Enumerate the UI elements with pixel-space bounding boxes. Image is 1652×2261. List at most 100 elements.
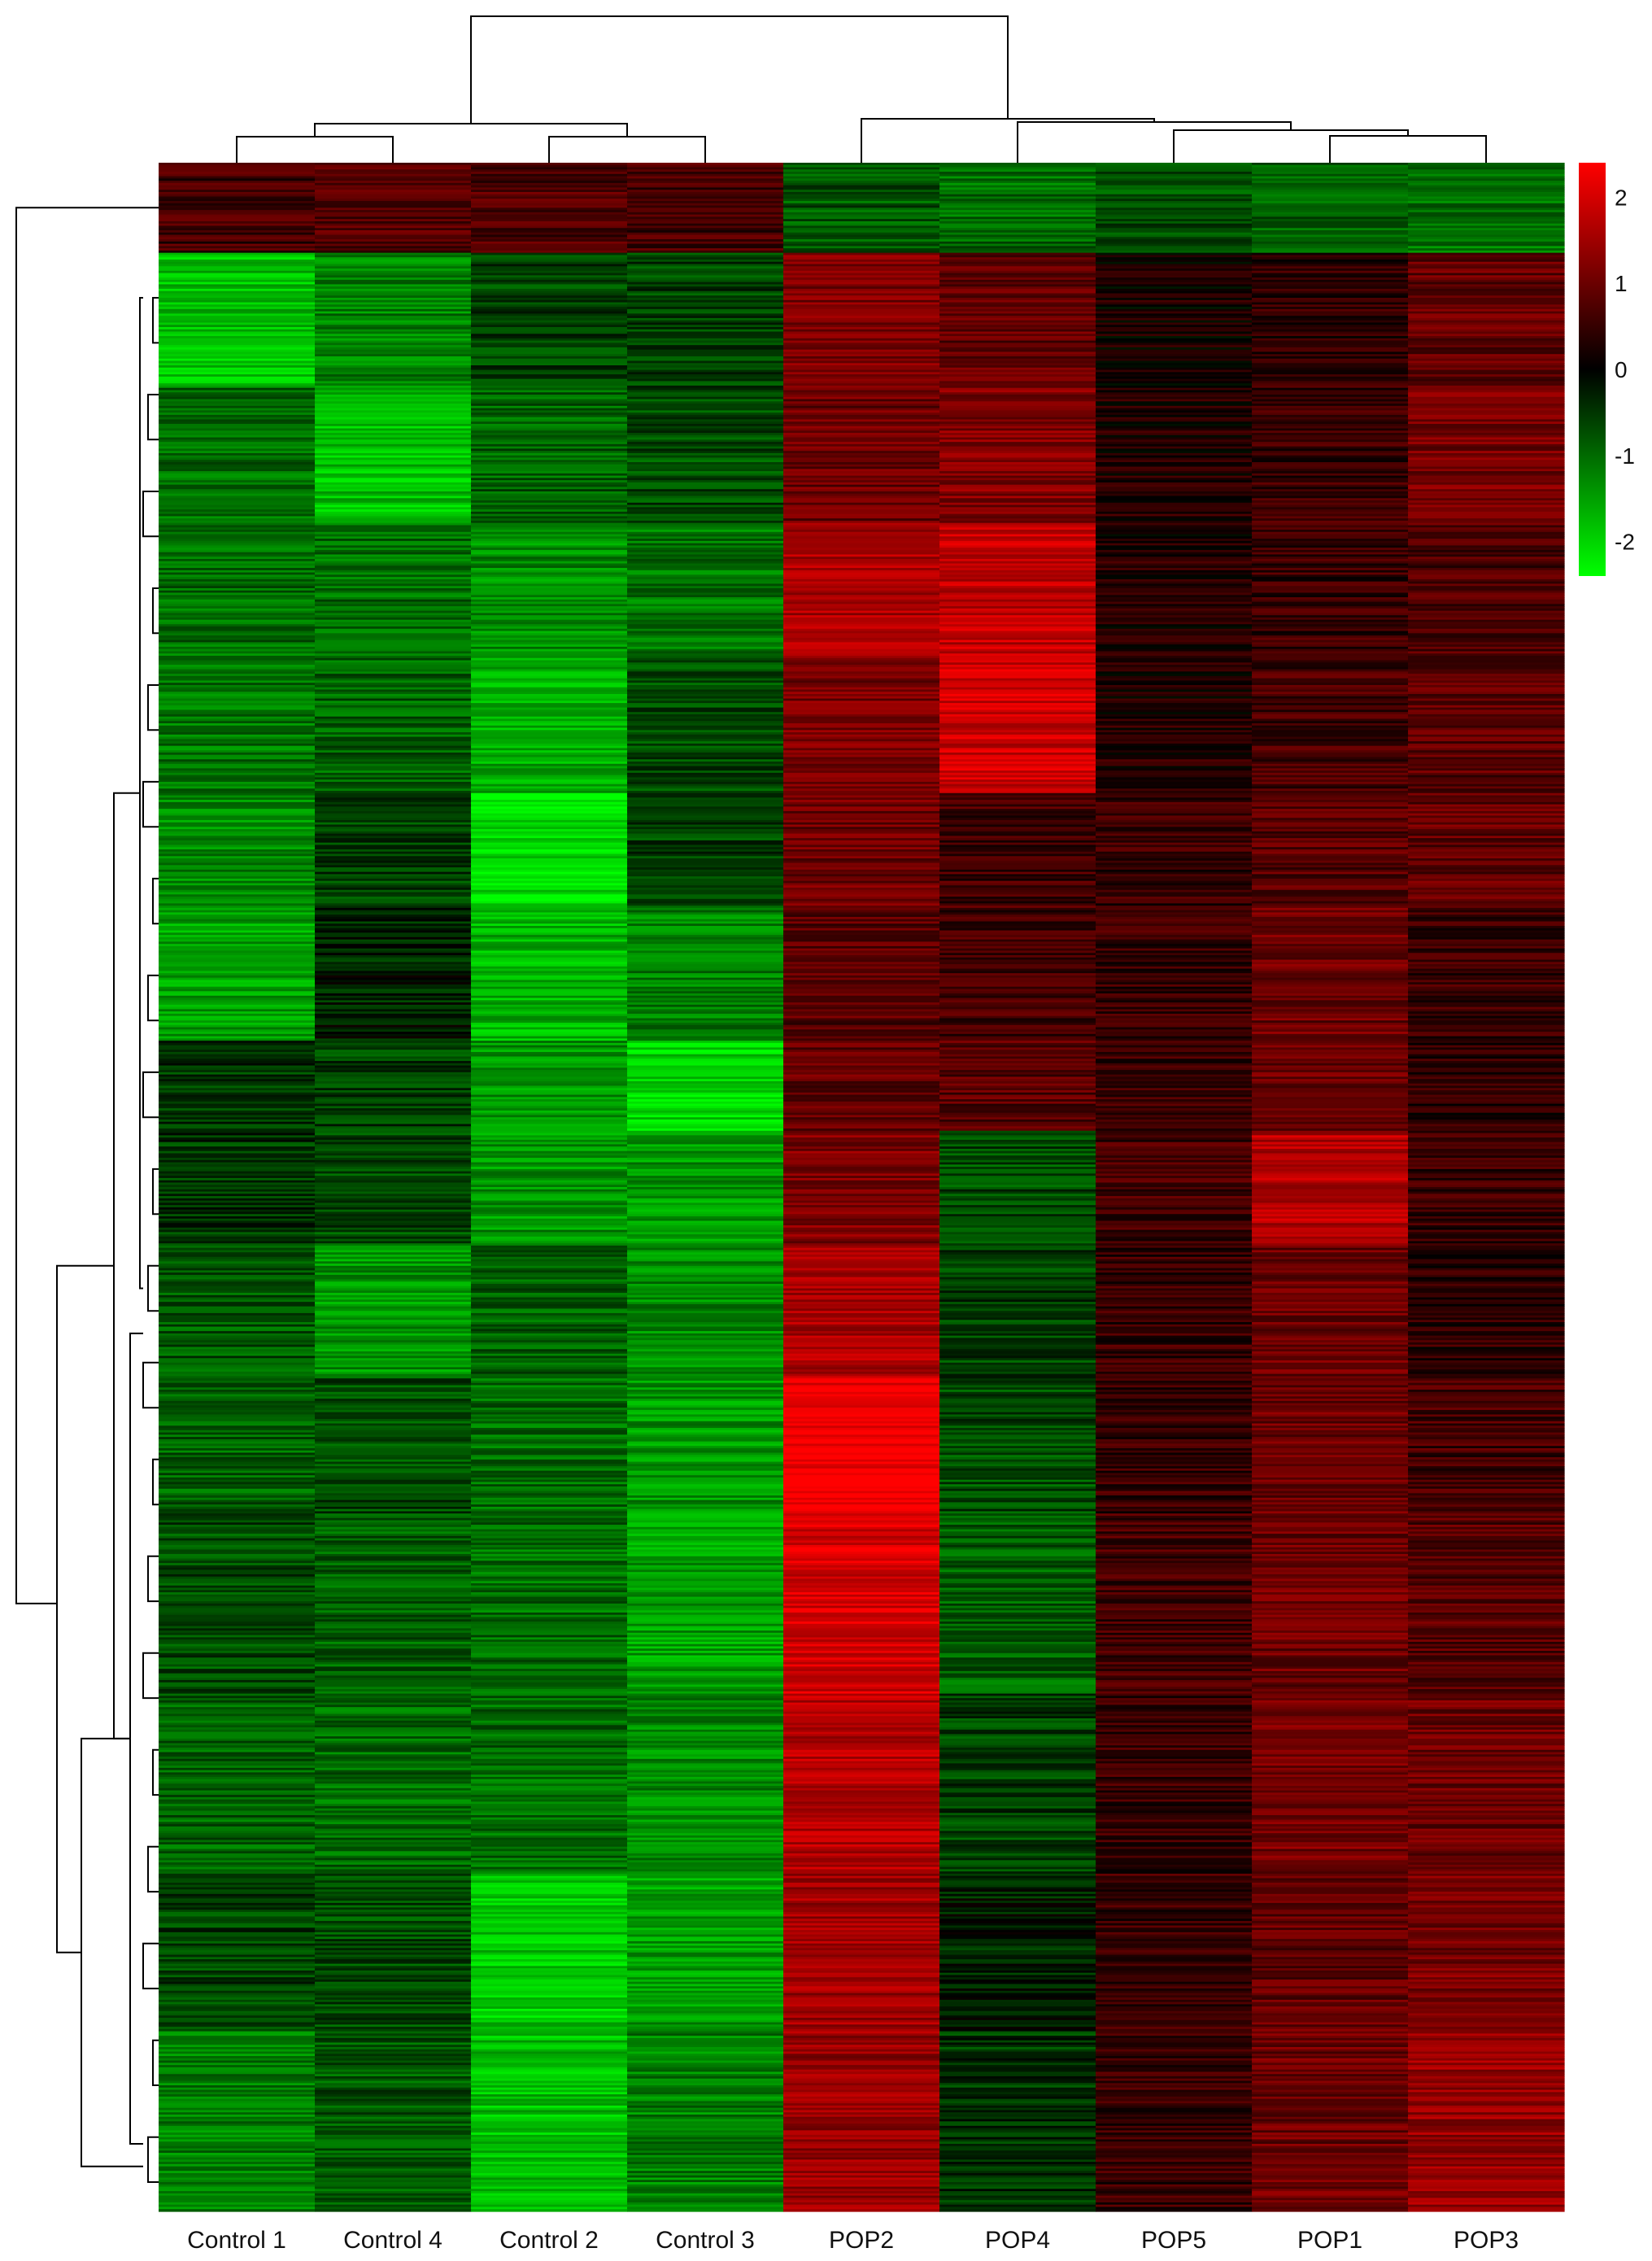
heatmap-cell <box>627 809 784 812</box>
heatmap-cell <box>1408 1340 1565 1343</box>
heatmap-cell <box>783 448 940 452</box>
heatmap-cell <box>939 1085 1096 1089</box>
heatmap-cell <box>939 473 1096 477</box>
heatmap-cell <box>471 1194 628 1197</box>
heatmap-cell <box>1096 1322 1253 1325</box>
heatmap-cell <box>627 678 784 682</box>
heatmap-cell <box>159 1409 316 1413</box>
heatmap-cell <box>471 869 628 873</box>
heatmap-cell <box>1408 847 1565 850</box>
heatmap-cell <box>783 763 940 767</box>
heatmap-cell <box>939 1369 1096 1373</box>
heatmap-cell <box>471 788 628 792</box>
heatmap-cell <box>939 750 1096 753</box>
heatmap-cell <box>315 1176 472 1179</box>
heatmap-cell <box>627 475 784 478</box>
heatmap-cell <box>783 1255 940 1258</box>
heatmap-cell <box>783 410 940 413</box>
heatmap-cell <box>939 921 1096 924</box>
heatmap-cell <box>159 1045 316 1049</box>
heatmap-cell <box>783 801 940 805</box>
heatmap-cell <box>1408 903 1565 906</box>
heatmap-cell <box>627 770 784 774</box>
heatmap-cell <box>315 957 472 961</box>
heatmap-cell <box>315 1245 472 1249</box>
heatmap-cell <box>783 452 940 456</box>
heatmap-cell <box>315 1103 472 1106</box>
heatmap-cell <box>159 1241 316 1244</box>
heatmap-cell <box>1252 343 1409 346</box>
heatmap-cell <box>939 187 1096 190</box>
heatmap-cell <box>939 653 1096 657</box>
heatmap-cell <box>1252 1264 1409 1267</box>
heatmap-cell <box>159 298 316 301</box>
heatmap-cell <box>1252 984 1409 988</box>
heatmap-cell <box>939 1076 1096 1080</box>
heatmap-cell <box>471 916 628 920</box>
heatmap-cell <box>627 725 784 729</box>
heatmap-cell <box>1252 212 1409 216</box>
heatmap-cell <box>471 419 628 422</box>
heatmap-cell <box>939 1036 1096 1039</box>
heatmap-cell <box>1408 1403 1565 1407</box>
heatmap-cell <box>315 801 472 805</box>
heatmap-cell <box>1096 1243 1253 1246</box>
heatmap-cell <box>1408 395 1565 398</box>
heatmap-cell <box>1252 181 1409 184</box>
heatmap-cell <box>471 367 628 371</box>
heatmap-cell <box>159 1358 316 1361</box>
heatmap-cell <box>471 1180 628 1184</box>
heatmap-cell <box>939 234 1096 238</box>
heatmap-cell <box>783 894 940 897</box>
heatmap-cell <box>627 1247 784 1251</box>
heatmap-cell <box>159 1274 316 1278</box>
heatmap-cell <box>1252 683 1409 686</box>
heatmap-cell <box>783 443 940 447</box>
heatmap-cell <box>1096 1079 1253 1082</box>
heatmap-cell <box>1408 966 1565 970</box>
heatmap-cell <box>159 320 316 324</box>
heatmap-cell <box>471 1376 628 1379</box>
heatmap-cell <box>1096 396 1253 400</box>
heatmap-cell <box>159 653 316 657</box>
heatmap-cell <box>627 626 784 630</box>
heatmap-cell <box>1096 1344 1253 1348</box>
heatmap-cell <box>315 351 472 355</box>
heatmap-cell <box>627 308 784 312</box>
heatmap-cell <box>1252 1315 1409 1319</box>
heatmap-cell <box>315 860 472 864</box>
heatmap-cell <box>315 703 472 706</box>
heatmap-cell <box>1096 766 1253 769</box>
heatmap-cell <box>315 631 472 634</box>
heatmap-cell <box>939 1394 1096 1397</box>
heatmap-cell <box>1096 430 1253 434</box>
heatmap-cell <box>939 191 1096 195</box>
heatmap-cell <box>159 246 316 249</box>
heatmap-cell <box>939 1347 1096 1350</box>
heatmap-cell <box>1096 212 1253 216</box>
heatmap-cell <box>627 734 784 738</box>
heatmap-cell <box>783 367 940 371</box>
heatmap-cell <box>315 577 472 580</box>
heatmap-cell <box>783 1189 940 1193</box>
heatmap-cell <box>627 504 784 508</box>
heatmap-cell <box>783 914 940 918</box>
heatmap-cell <box>1096 705 1253 709</box>
heatmap-cell <box>1096 169 1253 172</box>
heatmap-cell <box>1408 651 1565 654</box>
heatmap-cell <box>159 601 316 605</box>
heatmap-cell <box>627 752 784 756</box>
heatmap-cell <box>315 554 472 557</box>
heatmap-cell <box>939 1106 1096 1109</box>
heatmap-cell <box>783 1106 940 1109</box>
heatmap-cell <box>1252 1063 1409 1067</box>
heatmap-cell <box>1252 329 1409 333</box>
heatmap-cell <box>939 936 1096 941</box>
heatmap-cell <box>1096 405 1253 409</box>
heatmap-cell <box>1096 1229 1253 1233</box>
heatmap-cell <box>627 194 784 198</box>
heatmap-cell <box>627 885 784 888</box>
heatmap-cell <box>1252 806 1409 810</box>
heatmap-cell <box>1096 471 1253 474</box>
heatmap-cell <box>471 325 628 328</box>
